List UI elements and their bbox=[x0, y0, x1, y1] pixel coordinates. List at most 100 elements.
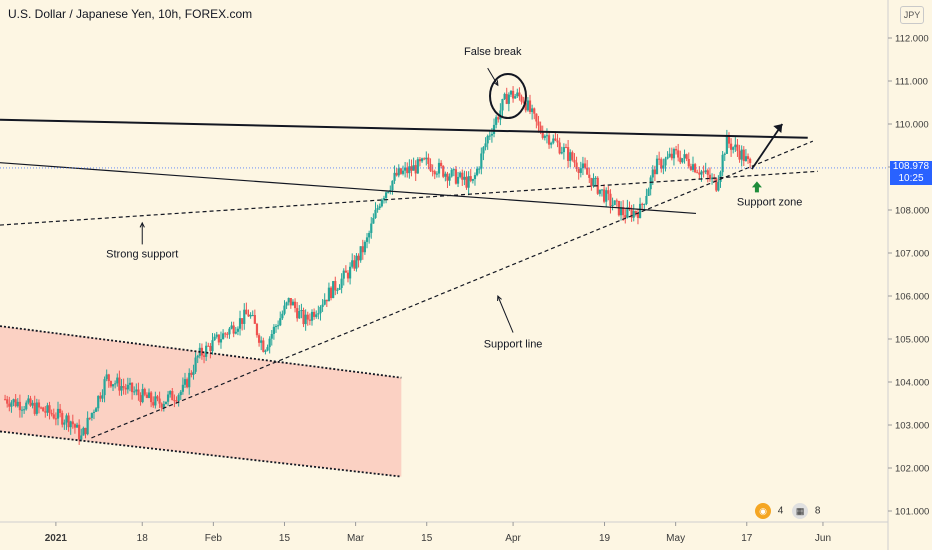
candle-body bbox=[175, 400, 178, 402]
candle-body bbox=[65, 415, 68, 423]
channel-upper-line bbox=[0, 325, 402, 379]
candle-body bbox=[25, 402, 28, 410]
candle-body bbox=[29, 398, 32, 406]
candle-body bbox=[327, 287, 331, 302]
candle-body bbox=[23, 409, 26, 411]
candle-body bbox=[94, 408, 98, 412]
channel-lower-line bbox=[0, 430, 402, 478]
candle-body bbox=[717, 181, 720, 191]
candle-body bbox=[537, 121, 540, 126]
candle-body bbox=[274, 326, 278, 328]
candle-body bbox=[279, 318, 282, 326]
candle-body bbox=[514, 96, 517, 99]
candle-body bbox=[135, 389, 138, 392]
candle-body bbox=[442, 166, 445, 177]
candle-body bbox=[484, 143, 487, 148]
candle-body bbox=[313, 311, 316, 317]
descending-channel-zone bbox=[0, 326, 402, 477]
candle-body bbox=[622, 207, 625, 216]
support-arrow-icon bbox=[751, 181, 762, 193]
candle-body bbox=[196, 355, 199, 358]
candle-body bbox=[150, 392, 153, 403]
candle-body bbox=[310, 311, 314, 321]
candle-body bbox=[54, 418, 57, 420]
candle-body bbox=[340, 278, 343, 288]
candle-body bbox=[368, 232, 371, 238]
candle-body bbox=[50, 412, 53, 415]
candle-body bbox=[143, 388, 146, 395]
candle-body bbox=[6, 399, 9, 404]
candle-body bbox=[702, 171, 705, 173]
candle-body bbox=[296, 308, 299, 319]
candle-body bbox=[338, 287, 341, 290]
candle-body bbox=[355, 255, 358, 269]
candle-body bbox=[251, 315, 254, 317]
candle-body bbox=[33, 402, 36, 414]
candle-body bbox=[183, 379, 187, 385]
candle-body bbox=[321, 304, 324, 308]
candle-body bbox=[547, 135, 551, 145]
candle-body bbox=[655, 158, 659, 175]
candle-body bbox=[467, 176, 470, 188]
candle-body bbox=[520, 96, 523, 102]
candle-body bbox=[746, 156, 750, 159]
candle-body bbox=[550, 142, 553, 145]
candle-body bbox=[545, 135, 549, 137]
candle-body bbox=[704, 170, 707, 173]
candle-body bbox=[598, 189, 601, 194]
candle-body bbox=[348, 266, 352, 279]
candle-body bbox=[624, 215, 627, 218]
candle-body bbox=[262, 340, 265, 352]
candle-body bbox=[674, 149, 678, 151]
candle-body bbox=[619, 207, 623, 216]
candle-body bbox=[418, 159, 422, 162]
x-tick-label: 15 bbox=[421, 533, 433, 544]
annotation-label: Support zone bbox=[737, 197, 802, 209]
candle-body bbox=[257, 335, 261, 343]
candle-body bbox=[253, 315, 256, 324]
candle-body bbox=[75, 424, 79, 428]
x-tick-label: Feb bbox=[205, 533, 223, 544]
candle-body bbox=[298, 311, 301, 319]
candle-body bbox=[397, 168, 400, 176]
event-badges[interactable]: ◉ 4 ▦ 8 bbox=[755, 503, 820, 519]
candle-body bbox=[387, 191, 390, 193]
candle-body bbox=[588, 174, 591, 178]
candle-body bbox=[450, 169, 453, 177]
currency-label[interactable]: JPY bbox=[900, 6, 924, 24]
candle-body bbox=[16, 401, 19, 407]
candle-body bbox=[636, 213, 640, 218]
candle-body bbox=[459, 172, 462, 177]
candle-body bbox=[69, 421, 72, 428]
candle-body bbox=[238, 318, 242, 329]
candle-body bbox=[376, 208, 379, 210]
candle-body bbox=[471, 179, 474, 181]
candle-body bbox=[535, 113, 538, 122]
candle-body bbox=[456, 176, 460, 184]
y-tick-label: 111.000 bbox=[895, 77, 928, 88]
candle-body bbox=[727, 135, 731, 144]
candle-body bbox=[406, 167, 409, 174]
candle-body bbox=[507, 94, 510, 104]
candle-body bbox=[35, 402, 38, 414]
candle-body bbox=[495, 117, 498, 125]
us-flag-icon[interactable]: ▦ bbox=[792, 503, 809, 519]
candle-body bbox=[84, 427, 87, 435]
candle-body bbox=[446, 173, 449, 181]
candle-body bbox=[236, 328, 240, 332]
candle-body bbox=[200, 347, 204, 356]
candle-body bbox=[638, 203, 642, 218]
candle-body bbox=[111, 384, 115, 387]
candle-body bbox=[562, 147, 565, 153]
events-icon[interactable]: ◉ bbox=[755, 503, 771, 519]
candle-body bbox=[122, 386, 125, 388]
candle-body bbox=[160, 403, 163, 408]
candle-body bbox=[56, 408, 60, 419]
candle-body bbox=[190, 372, 193, 375]
candle-body bbox=[391, 180, 394, 191]
candle-body bbox=[374, 209, 377, 218]
candle-body bbox=[486, 135, 489, 144]
candle-body bbox=[592, 178, 595, 187]
candle-body bbox=[42, 407, 45, 412]
